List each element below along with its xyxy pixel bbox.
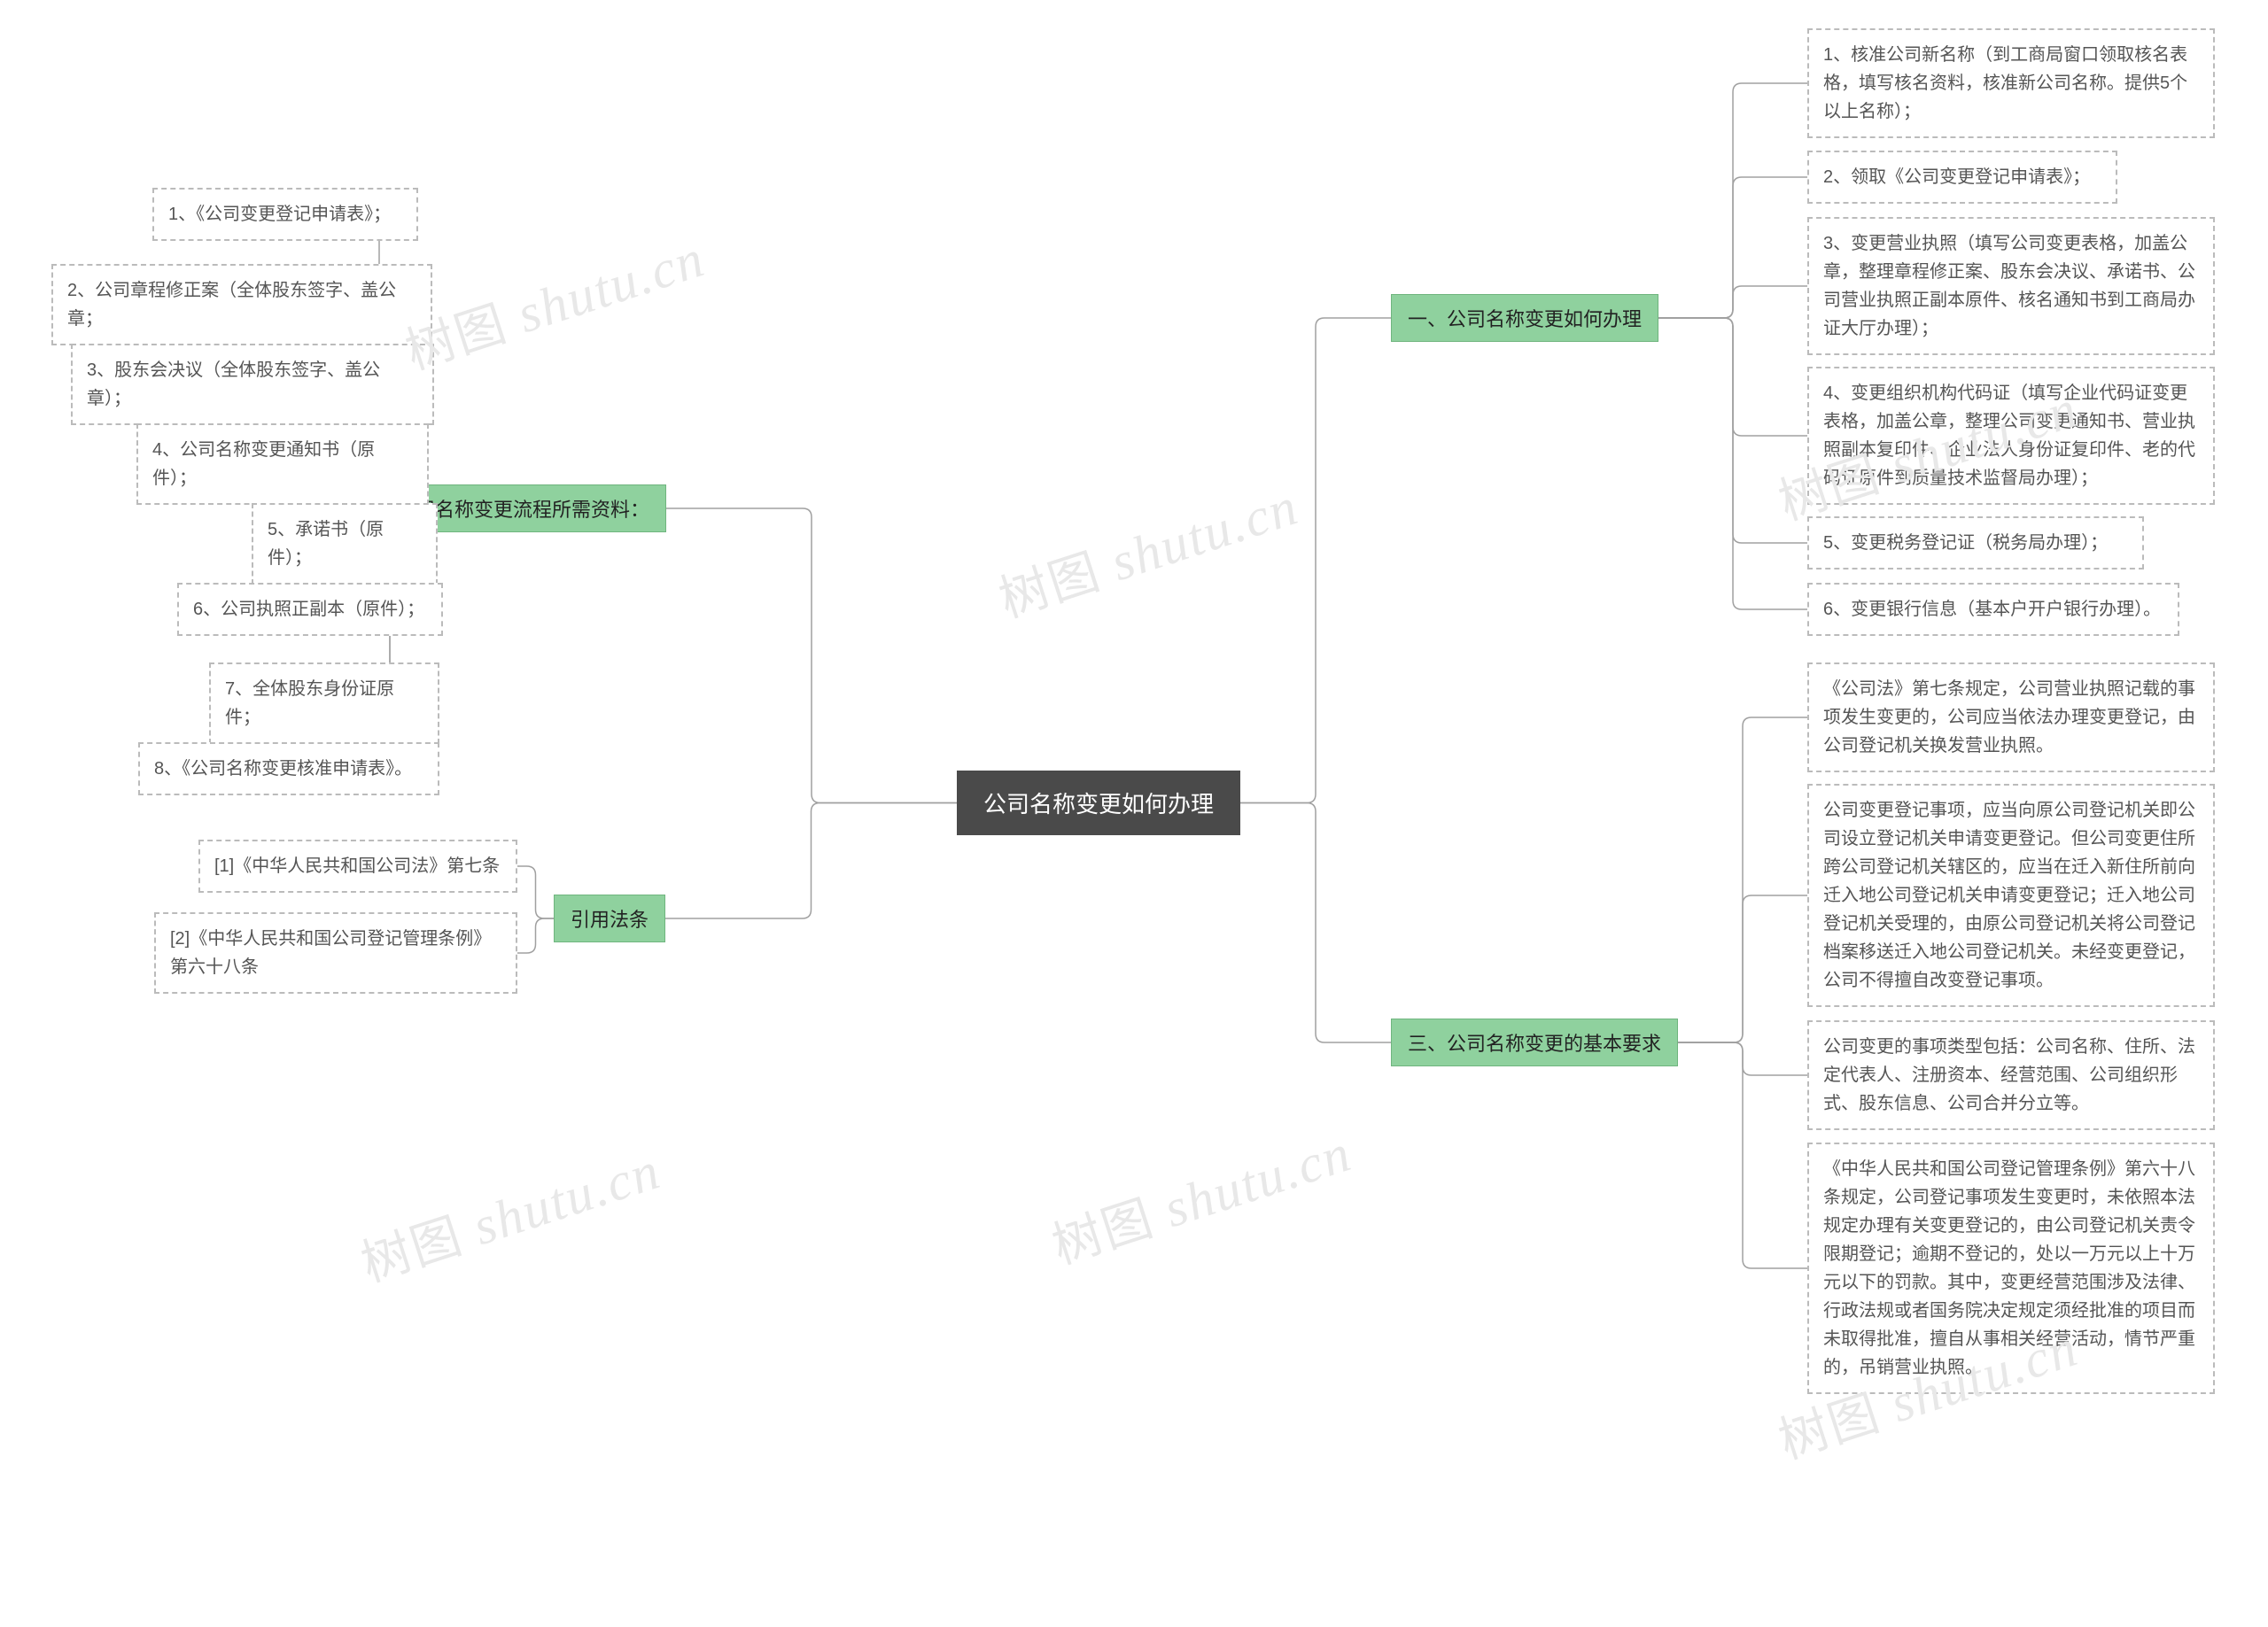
watermark: 树图 shutu.cn (989, 468, 1307, 631)
leaf-node: 5、承诺书（原件）； (252, 503, 438, 585)
leaf-node: 6、变更银行信息（基本户开户银行办理）。 (1807, 583, 2179, 636)
watermark: 树图 shutu.cn (395, 220, 713, 384)
watermark: 树图 shutu.cn (351, 1132, 669, 1296)
leaf-node: [2]《中华人民共和国公司登记管理条例》第六十八条 (154, 912, 517, 994)
leaf-node: 7、全体股东身份证原件； (209, 662, 439, 744)
leaf-node: 3、变更营业执照（填写公司变更表格，加盖公章，整理章程修正案、股东会决议、承诺书… (1807, 217, 2215, 355)
watermark: 树图 shutu.cn (1042, 1114, 1360, 1278)
root-label: 公司名称变更如何办理 (983, 791, 1214, 817)
leaf-node: 4、变更组织机构代码证（填写企业代码证变更表格，加盖公章，整理公司变更通知书、营… (1807, 367, 2215, 505)
leaf-node: 公司变更的事项类型包括：公司名称、住所、法定代表人、注册资本、经营范围、公司组织… (1807, 1020, 2215, 1130)
leaf-node: 1、核准公司新名称（到工商局窗口领取核名表格，填写核名资料，核准新公司名称。提供… (1807, 28, 2215, 138)
leaf-node: 2、领取《公司变更登记申请表》； (1807, 151, 2117, 204)
leaf-node: 4、公司名称变更通知书（原件）； (136, 423, 429, 505)
leaf-node: 5、变更税务登记证（税务局办理）； (1807, 516, 2144, 569)
leaf-node: 6、公司执照正副本（原件）； (177, 583, 443, 636)
leaf-node: [1]《中华人民共和国公司法》第七条 (198, 840, 517, 893)
leaf-node: 《公司法》第七条规定，公司营业执照记载的事项发生变更的，公司应当依法办理变更登记… (1807, 662, 2215, 772)
leaf-node: 3、股东会决议（全体股东签字、盖公章）； (71, 344, 434, 425)
root-node: 公司名称变更如何办理 (957, 771, 1240, 835)
leaf-node: 8、《公司名称变更核准申请表》。 (138, 742, 439, 795)
leaf-node: 1、《公司变更登记申请表》； (152, 188, 418, 241)
leaf-node: 2、公司章程修正案（全体股东签字、盖公章； (51, 264, 432, 345)
leaf-node: 《中华人民共和国公司登记管理条例》第六十八条规定，公司登记事项发生变更时，未依照… (1807, 1143, 2215, 1394)
branch-node: 三、公司名称变更的基本要求 (1391, 1019, 1678, 1066)
leaf-node: 公司变更登记事项，应当向原公司登记机关即公司设立登记机关申请变更登记。但公司变更… (1807, 784, 2215, 1007)
branch-node: 一、公司名称变更如何办理 (1391, 294, 1658, 342)
branch-node: 引用法条 (554, 895, 665, 942)
